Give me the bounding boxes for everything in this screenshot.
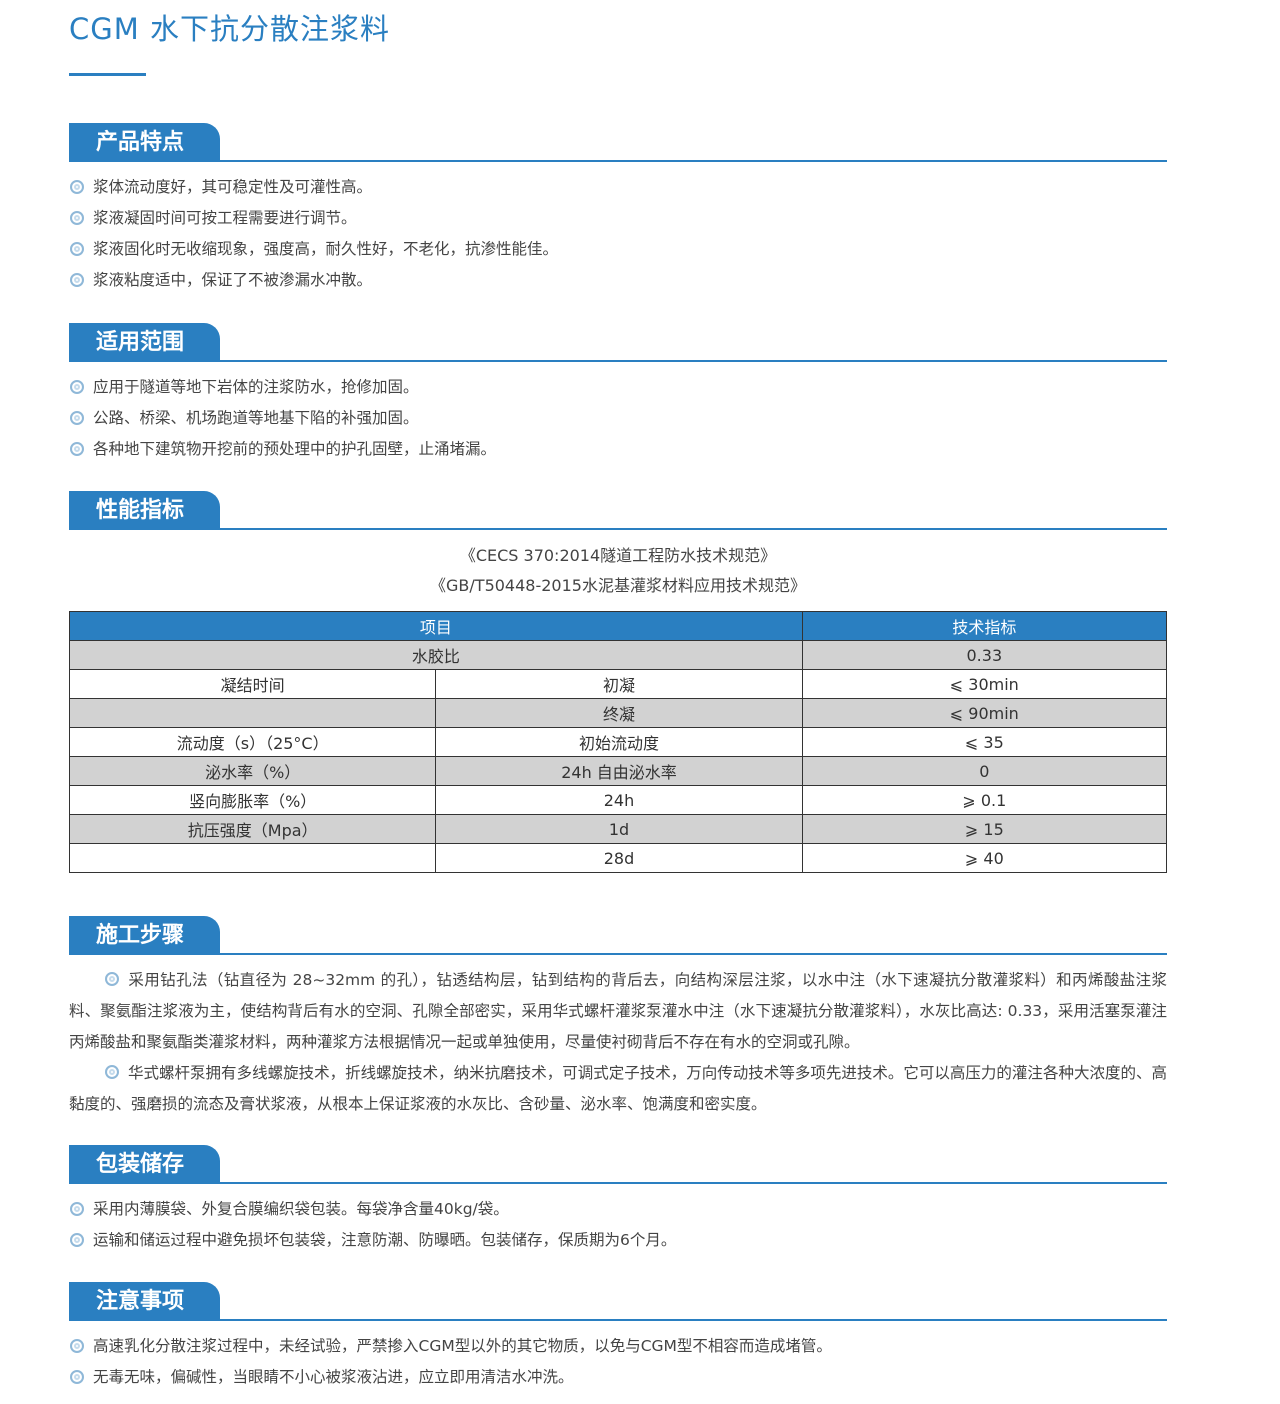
list-item: 浆液粘度适中，保证了不被渗漏水冲散。 bbox=[69, 269, 1167, 300]
cell-condition: 初始流动度 bbox=[435, 727, 803, 757]
cell-item bbox=[68, 698, 437, 728]
bullet-ring-icon bbox=[70, 242, 84, 256]
bullet-ring-icon bbox=[70, 1233, 84, 1247]
section-heading: 适用范围 bbox=[69, 323, 220, 361]
cell-spec: ⩽ 30min bbox=[801, 669, 1168, 699]
list-item: 无毒无味，偏碱性，当眼睛不小心被浆液沾进，应立即用清洁水冲洗。 bbox=[69, 1366, 1167, 1397]
list-item: 浆体流动度好，其可稳定性及可灌性高。 bbox=[69, 176, 1167, 207]
cell-condition: 24h bbox=[435, 785, 803, 815]
section-rule bbox=[69, 528, 1167, 530]
section-construction: 施工步骤 采用钻孔法（钻直径为 28~32mm 的孔），钻透结构层，钻到结构的背… bbox=[69, 916, 1167, 1120]
cell-spec: ⩾ 15 bbox=[801, 814, 1168, 844]
bullet-ring-icon bbox=[105, 1065, 119, 1079]
header-spec: 技术指标 bbox=[801, 611, 1168, 641]
section-rule bbox=[69, 1319, 1167, 1321]
table-row: 28d ⩾ 40 bbox=[68, 843, 1168, 873]
cell-item: 水胶比 bbox=[69, 640, 803, 670]
section-rule bbox=[69, 360, 1167, 362]
bullet-ring-icon bbox=[70, 380, 84, 394]
list-item-text: 运输和储运过程中避免损坏包装袋，注意防潮、防曝晒。包装储存，保质期为6个月。 bbox=[93, 1231, 677, 1249]
section-heading: 产品特点 bbox=[69, 123, 220, 161]
list-item-text: 浆液粘度适中，保证了不被渗漏水冲散。 bbox=[93, 271, 373, 289]
section-performance: 性能指标 《CECS 370:2014隧道工程防水技术规范》 《GB/T5044… bbox=[68, 491, 1168, 873]
section-scope: 适用范围应用于隧道等地下岩体的注浆防水，抢修加固。 公路、桥梁、机场跑道等地基下陷… bbox=[69, 323, 1167, 469]
section-heading: 性能指标 bbox=[69, 491, 220, 529]
paragraph-text: 华式螺杆泵拥有多线螺旋技术，折线螺旋技术，纳米抗磨技术，可调式定子技术，万向传动… bbox=[69, 1064, 1167, 1113]
standard-ref: 《CECS 370:2014隧道工程防水技术规范》 bbox=[459, 546, 777, 565]
section-heading: 注意事项 bbox=[69, 1282, 220, 1320]
list-item: 应用于隧道等地下岩体的注浆防水，抢修加固。 bbox=[69, 376, 1167, 407]
title-underline bbox=[69, 73, 146, 76]
bullet-ring-icon bbox=[105, 972, 119, 986]
list-item-text: 浆体流动度好，其可稳定性及可灌性高。 bbox=[93, 178, 373, 196]
cell-spec: ⩾ 0.1 bbox=[801, 785, 1168, 815]
bullet-ring-icon bbox=[70, 411, 84, 425]
list-item: 采用内薄膜袋、外复合膜编织袋包装。每袋净含量40kg/袋。 bbox=[69, 1198, 1167, 1229]
cell-spec: ⩾ 40 bbox=[801, 843, 1168, 873]
list-item-text: 应用于隧道等地下岩体的注浆防水，抢修加固。 bbox=[93, 378, 419, 396]
section-notes: 注意事项高速乳化分散注浆过程中，未经试验，严禁掺入CGM型以外的其它物质，以免与… bbox=[69, 1282, 1167, 1397]
table-row: 抗压强度（Mpa） 1d ⩾ 15 bbox=[68, 814, 1168, 844]
bullet-ring-icon bbox=[70, 211, 84, 225]
section-heading: 施工步骤 bbox=[69, 916, 220, 954]
section-features: 产品特点 浆体流动度好，其可稳定性及可灌性高。 浆液凝固时间可按工程需要进行调节。浆… bbox=[69, 123, 1167, 300]
cell-item: 泌水率（%） bbox=[68, 756, 437, 786]
bullet-ring-icon bbox=[70, 273, 84, 287]
list-item: 各种地下建筑物开挖前的预处理中的护孔固壁，止涌堵漏。 bbox=[69, 438, 1167, 469]
list-item-text: 高速乳化分散注浆过程中，未经试验，严禁掺入CGM型以外的其它物质，以免与CGM型… bbox=[93, 1337, 832, 1355]
bullet-ring-icon bbox=[70, 1370, 84, 1384]
bullet-ring-icon bbox=[70, 442, 84, 456]
cell-condition: 24h 自由泌水率 bbox=[435, 756, 803, 786]
cell-spec: 0 bbox=[801, 756, 1168, 786]
list-item: 运输和储运过程中避免损坏包装袋，注意防潮、防曝晒。包装储存，保质期为6个月。 bbox=[69, 1229, 1167, 1260]
list-item: 公路、桥梁、机场跑道等地基下陷的补强加固。 bbox=[69, 407, 1167, 438]
bullet-ring-icon bbox=[70, 1202, 84, 1216]
paragraph-text: 采用钻孔法（钻直径为 28~32mm 的孔），钻透结构层，钻到结构的背后去，向结… bbox=[69, 971, 1167, 1051]
list-item-text: 各种地下建筑物开挖前的预处理中的护孔固壁，止涌堵漏。 bbox=[93, 440, 497, 458]
list-item-text: 采用内薄膜袋、外复合膜编织袋包装。每袋净含量40kg/袋。 bbox=[93, 1200, 509, 1218]
list-item-text: 浆液固化时无收缩现象，强度高，耐久性好，不老化，抗渗性能佳。 bbox=[93, 240, 559, 258]
list-item-text: 浆液凝固时间可按工程需要进行调节。 bbox=[93, 209, 357, 227]
table-row: 泌水率（%） 24h 自由泌水率 0 bbox=[68, 756, 1168, 786]
header-item: 项目 bbox=[69, 611, 803, 641]
table-row: 竖向膨胀率（%） 24h ⩾ 0.1 bbox=[68, 785, 1168, 815]
spec-table: 项目 技术指标 水胶比 0.33 凝结时间 初凝 ⩽ 30min 终凝 ⩽ 90min 流动度… bbox=[68, 611, 1168, 873]
cell-condition: 28d bbox=[435, 843, 803, 873]
table-row: 终凝 ⩽ 90min bbox=[68, 698, 1168, 728]
list-item: 浆液凝固时间可按工程需要进行调节。 bbox=[69, 207, 1167, 238]
section-rule bbox=[69, 1182, 1167, 1184]
cell-item: 凝结时间 bbox=[68, 669, 437, 699]
standard-ref: 《GB/T50448-2015水泥基灌浆材料应用技术规范》 bbox=[430, 576, 806, 595]
cell-item: 竖向膨胀率（%） bbox=[68, 785, 437, 815]
cell-condition: 初凝 bbox=[435, 669, 803, 699]
table-row: 流动度（s）（25°C） 初始流动度 ⩽ 35 bbox=[68, 727, 1168, 757]
section-rule bbox=[69, 160, 1167, 162]
page-title: CGM 水下抗分散注浆料 bbox=[69, 12, 390, 46]
cell-condition: 终凝 bbox=[435, 698, 803, 728]
cell-item: 流动度（s）（25°C） bbox=[68, 727, 437, 757]
cell-spec: ⩽ 90min bbox=[801, 698, 1168, 728]
cell-condition: 1d bbox=[435, 814, 803, 844]
table-header-row: 项目 技术指标 bbox=[69, 611, 1168, 641]
section-packaging: 包装储存采用内薄膜袋、外复合膜编织袋包装。每袋净含量40kg/袋。运输和储运过程… bbox=[69, 1145, 1167, 1260]
table-row: 凝结时间 初凝 ⩽ 30min bbox=[68, 669, 1168, 699]
paragraph: 采用钻孔法（钻直径为 28~32mm 的孔），钻透结构层，钻到结构的背后去，向结… bbox=[69, 965, 1167, 1058]
cell-spec: ⩽ 35 bbox=[801, 727, 1168, 757]
list-item: 高速乳化分散注浆过程中，未经试验，严禁掺入CGM型以外的其它物质，以免与CGM型… bbox=[69, 1335, 1167, 1366]
cell-item: 抗压强度（Mpa） bbox=[68, 814, 437, 844]
list-item: 浆液固化时无收缩现象，强度高，耐久性好，不老化，抗渗性能佳。 bbox=[69, 238, 1167, 269]
cell-item bbox=[68, 843, 437, 873]
section-rule bbox=[69, 953, 1167, 955]
bullet-ring-icon bbox=[70, 1339, 84, 1353]
list-item-text: 公路、桥梁、机场跑道等地基下陷的补强加固。 bbox=[93, 409, 419, 427]
bullet-ring-icon bbox=[70, 180, 84, 194]
table-row: 水胶比 0.33 bbox=[69, 640, 1168, 670]
cell-spec: 0.33 bbox=[801, 640, 1168, 670]
section-heading: 包装储存 bbox=[69, 1145, 220, 1183]
list-item-text: 无毒无味，偏碱性，当眼睛不小心被浆液沾进，应立即用清洁水冲洗。 bbox=[93, 1368, 574, 1386]
paragraph: 华式螺杆泵拥有多线螺旋技术，折线螺旋技术，纳米抗磨技术，可调式定子技术，万向传动… bbox=[69, 1058, 1167, 1120]
